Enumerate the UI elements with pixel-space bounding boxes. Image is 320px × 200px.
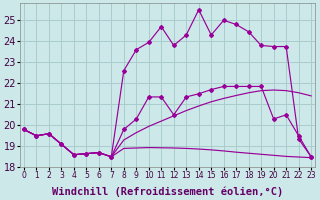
X-axis label: Windchill (Refroidissement éolien,°C): Windchill (Refroidissement éolien,°C) <box>52 186 283 197</box>
